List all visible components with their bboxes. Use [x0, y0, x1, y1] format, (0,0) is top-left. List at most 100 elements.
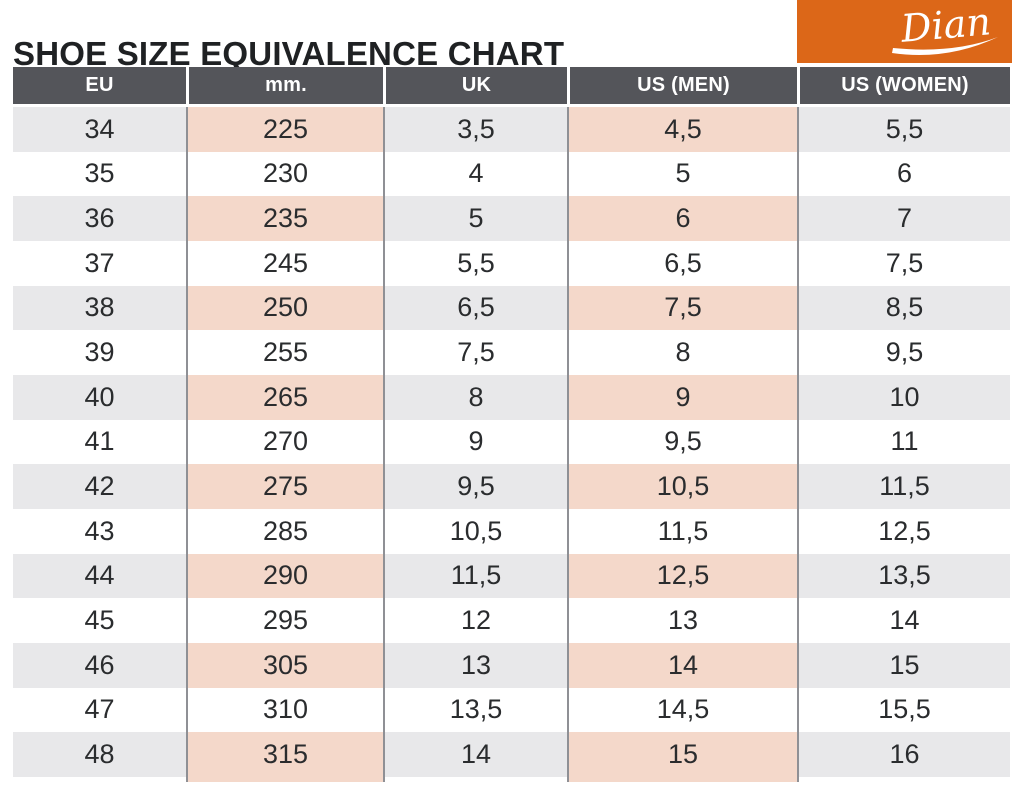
cell-us-men: 5 — [567, 151, 797, 197]
sliver-cell — [567, 776, 797, 782]
cell-mm: 255 — [186, 330, 383, 375]
cell-eu: 35 — [13, 151, 186, 197]
cell-us-men: 13 — [567, 598, 797, 643]
cell-eu: 44 — [13, 553, 186, 599]
table-row: 38 250 6,5 7,5 8,5 — [13, 285, 1010, 331]
cell-uk: 8 — [383, 374, 567, 420]
cell-us-men: 4,5 — [567, 107, 797, 152]
page-title: SHOE SIZE EQUIVALENCE CHART — [13, 34, 565, 72]
column-header-us-women: US (WOMEN) — [797, 67, 1010, 104]
cell-us-men: 15 — [567, 732, 797, 777]
cell-mm: 250 — [186, 285, 383, 331]
cell-uk: 3,5 — [383, 107, 567, 152]
cell-uk: 11,5 — [383, 553, 567, 599]
cell-uk: 14 — [383, 732, 567, 777]
table-row: 46 305 13 14 15 — [13, 642, 1010, 688]
cell-uk: 13 — [383, 642, 567, 688]
sliver-cell — [797, 776, 1010, 782]
cell-us-men: 14 — [567, 642, 797, 688]
table-row: 40 265 8 9 10 — [13, 374, 1010, 420]
cell-mm: 305 — [186, 642, 383, 688]
table-bottom-sliver — [13, 776, 1010, 782]
cell-uk: 5,5 — [383, 240, 567, 286]
cell-uk: 12 — [383, 598, 567, 643]
cell-us-men: 6,5 — [567, 240, 797, 286]
cell-us-women: 6 — [797, 151, 1010, 197]
cell-us-women: 12,5 — [797, 508, 1010, 554]
cell-us-men: 12,5 — [567, 553, 797, 599]
cell-us-women: 16 — [797, 732, 1010, 777]
cell-us-women: 10 — [797, 374, 1010, 420]
cell-eu: 37 — [13, 240, 186, 286]
table-row: 37 245 5,5 6,5 7,5 — [13, 240, 1010, 286]
cell-eu: 47 — [13, 687, 186, 733]
cell-us-women: 13,5 — [797, 553, 1010, 599]
dian-logo: Dian — [797, 0, 1012, 63]
dian-logo-text: Dian — [898, 0, 992, 51]
table-row: 41 270 9 9,5 11 — [13, 419, 1010, 465]
cell-eu: 41 — [13, 419, 186, 465]
cell-us-men: 9,5 — [567, 419, 797, 465]
cell-us-women: 9,5 — [797, 330, 1010, 375]
cell-us-women: 11,5 — [797, 464, 1010, 509]
column-header-eu: EU — [85, 74, 114, 96]
cell-eu: 48 — [13, 732, 186, 777]
cell-us-men: 14,5 — [567, 687, 797, 733]
cell-us-men: 6 — [567, 196, 797, 241]
cell-mm: 310 — [186, 687, 383, 733]
cell-uk: 6,5 — [383, 285, 567, 331]
cell-uk: 4 — [383, 151, 567, 197]
cell-eu: 40 — [13, 374, 186, 420]
column-header-mm: mm. — [186, 67, 383, 104]
table-row: 36 235 5 6 7 — [13, 196, 1010, 241]
dian-logo-graphic: Dian — [892, 0, 998, 55]
cell-us-women: 15 — [797, 642, 1010, 688]
cell-mm: 245 — [186, 240, 383, 286]
column-header-uk: UK — [383, 67, 567, 104]
cell-us-women: 7,5 — [797, 240, 1010, 286]
table-row: 34 225 3,5 4,5 5,5 — [13, 107, 1010, 152]
sliver-cell — [13, 776, 186, 782]
cell-eu: 36 — [13, 196, 186, 241]
sliver-cell — [383, 776, 567, 782]
cell-us-men: 7,5 — [567, 285, 797, 331]
cell-mm: 265 — [186, 374, 383, 420]
cell-uk: 5 — [383, 196, 567, 241]
shoe-size-table: EU mm. UK US (MEN) US (WOMEN) 34 225 3,5 4,… — [13, 67, 1010, 782]
table-row: 45 295 12 13 14 — [13, 598, 1010, 643]
cell-uk: 10,5 — [383, 508, 567, 554]
table-row: 39 255 7,5 8 9,5 — [13, 330, 1010, 375]
cell-us-women: 7 — [797, 196, 1010, 241]
cell-us-women: 11 — [797, 419, 1010, 465]
cell-mm: 275 — [186, 464, 383, 509]
cell-mm: 285 — [186, 508, 383, 554]
table-row: 42 275 9,5 10,5 11,5 — [13, 464, 1010, 509]
cell-eu: 39 — [13, 330, 186, 375]
cell-us-women: 15,5 — [797, 687, 1010, 733]
cell-mm: 235 — [186, 196, 383, 241]
cell-uk: 9 — [383, 419, 567, 465]
cell-mm: 270 — [186, 419, 383, 465]
cell-us-women: 14 — [797, 598, 1010, 643]
column-header-us-men: US (MEN) — [567, 67, 797, 104]
cell-mm: 315 — [186, 732, 383, 777]
cell-eu: 45 — [13, 598, 186, 643]
logo-underline-swash — [892, 37, 998, 55]
cell-uk: 13,5 — [383, 687, 567, 733]
cell-us-women: 5,5 — [797, 107, 1010, 152]
table-row: 48 315 14 15 16 — [13, 732, 1010, 777]
cell-uk: 9,5 — [383, 464, 567, 509]
cell-us-men: 9 — [567, 374, 797, 420]
cell-eu: 34 — [13, 107, 186, 152]
cell-us-men: 10,5 — [567, 464, 797, 509]
cell-eu: 43 — [13, 508, 186, 554]
cell-mm: 295 — [186, 598, 383, 643]
cell-mm: 225 — [186, 107, 383, 152]
cell-us-men: 8 — [567, 330, 797, 375]
cell-mm: 290 — [186, 553, 383, 599]
cell-eu: 42 — [13, 464, 186, 509]
table-row: 44 290 11,5 12,5 13,5 — [13, 553, 1010, 599]
cell-mm: 230 — [186, 151, 383, 197]
table-row: 47 310 13,5 14,5 15,5 — [13, 687, 1010, 733]
